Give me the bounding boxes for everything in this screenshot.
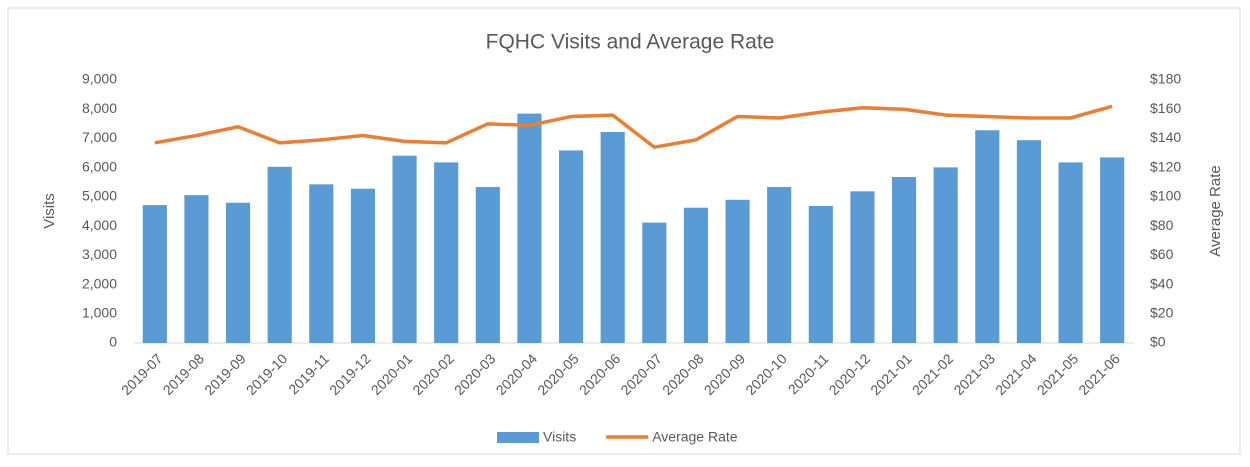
y2-tick-label: $60 <box>1150 246 1174 262</box>
bar <box>225 202 251 343</box>
bar <box>725 199 750 343</box>
y-tick-label: 6,000 <box>82 158 117 174</box>
bar <box>475 186 500 343</box>
bar <box>434 162 459 343</box>
y-axis-label: Visits <box>41 193 58 229</box>
y-tick-label: 0 <box>109 334 117 350</box>
chart-title: FQHC Visits and Average Rate <box>486 31 775 54</box>
y2-tick-label: $140 <box>1150 129 1181 145</box>
bar <box>767 186 792 343</box>
bar <box>517 113 542 343</box>
bar <box>392 155 417 343</box>
bar <box>600 132 625 343</box>
y-tick-label: 8,000 <box>82 100 117 116</box>
bar <box>975 130 1000 343</box>
y2-tick-label: $0 <box>1150 334 1166 350</box>
legend-label: Average Rate <box>652 429 738 445</box>
bar <box>850 191 875 343</box>
bar <box>1058 162 1083 343</box>
bar <box>309 184 334 343</box>
y-tick-label: 5,000 <box>82 188 117 204</box>
y2-tick-label: $160 <box>1150 100 1181 116</box>
legend-label: Visits <box>543 429 576 445</box>
bar <box>933 167 958 343</box>
bar <box>267 166 292 343</box>
y2-tick-label: $100 <box>1150 188 1181 204</box>
bar <box>642 222 667 343</box>
legend-swatch <box>497 432 539 443</box>
bar <box>350 188 376 343</box>
y-tick-label: 2,000 <box>82 275 117 291</box>
y2-tick-label: $180 <box>1150 71 1181 87</box>
bar <box>1100 157 1125 343</box>
bar <box>184 195 209 343</box>
bar <box>1016 140 1042 343</box>
bar <box>808 205 833 343</box>
y2-tick-label: $120 <box>1150 158 1181 174</box>
y-tick-label: 1,000 <box>82 304 117 320</box>
y2-tick-label: $80 <box>1150 217 1174 233</box>
y2-tick-label: $40 <box>1150 275 1174 291</box>
bar <box>891 177 917 343</box>
y-tick-label: 4,000 <box>82 217 117 233</box>
bar <box>558 150 584 343</box>
y2-tick-label: $20 <box>1150 304 1174 320</box>
bar <box>683 207 709 343</box>
bar <box>142 205 167 343</box>
y-tick-label: 3,000 <box>82 246 117 262</box>
line <box>154 104 1113 149</box>
y-tick-label: 9,000 <box>82 71 117 87</box>
y2-axis-label: Average Rate <box>1207 165 1224 256</box>
y-tick-label: 7,000 <box>82 129 117 145</box>
